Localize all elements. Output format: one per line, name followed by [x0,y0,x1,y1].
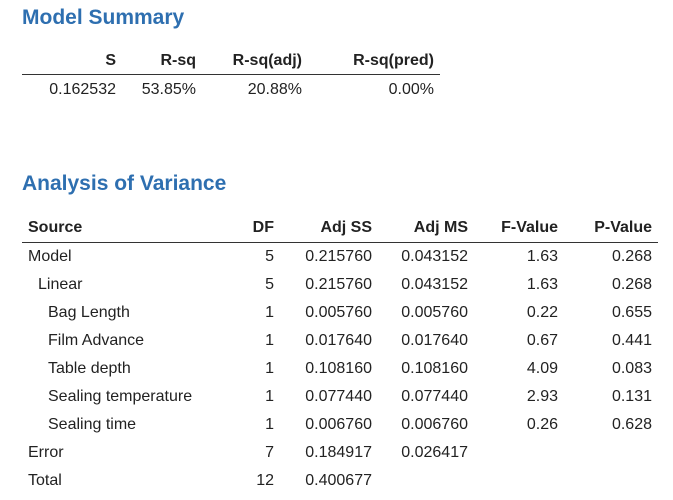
data-row: Bag Length 1 0.005760 0.005760 0.22 0.655 [22,299,658,327]
cell: 0.108160 [305,360,372,377]
cell: 20.88% [247,81,302,98]
cell: 0.005760 [401,304,468,321]
cell: 0.67 [526,332,558,349]
summary-table: S R-sq R-sq(adj) R-sq(pred) 0.162532 53.… [22,47,440,105]
source-cell: Linear [38,276,83,293]
source-cell: Error [28,444,64,461]
cell [474,439,564,467]
cell: 0.26 [526,416,558,433]
section-title: Analysis of Variance [22,172,227,195]
data-row: Sealing temperature 1 0.077440 0.077440 2.93… [22,383,658,411]
cell: 1.63 [526,276,558,293]
anova-table: Source DF Adj SS Adj MS F-Value P-Value Model 5… [22,214,658,495]
cell: 0.026417 [401,444,468,461]
cell: 0.400677 [305,472,372,489]
source-cell: Bag Length [48,304,130,321]
cell: 0.017640 [401,332,468,349]
header-row: Source DF Adj SS Adj MS F-Value P-Value [22,214,658,243]
cell: 1 [265,416,274,433]
cell: 1 [265,304,274,321]
cell: 0.077440 [401,388,468,405]
source-cell: Sealing time [48,416,137,433]
header-cell: R-sq [122,47,202,75]
cell: 0.162532 [49,81,116,98]
cell: 0.215760 [305,276,372,293]
section-title: Model Summary [22,6,185,29]
header-cell: S [22,47,122,75]
cell: 0.005760 [305,304,372,321]
data-row: Table depth 1 0.108160 0.108160 4.09 0.083 [22,355,658,383]
cell: 1 [265,360,274,377]
cell: 53.85% [141,81,196,98]
cell: 0.131 [611,388,652,405]
cell: 0.184917 [305,444,372,461]
data-row: Total 12 0.400677 [22,467,658,495]
cell [378,467,474,495]
header-cell: Adj SS [280,214,378,243]
data-row: Error 7 0.184917 0.026417 [22,439,658,467]
header-cell: P-Value [564,214,658,243]
data-row: Film Advance 1 0.017640 0.017640 0.67 0.441 [22,327,658,355]
cell: 0.017640 [305,332,372,349]
cell: 0.22 [526,304,558,321]
cell: 5 [265,276,274,293]
cell: 1 [265,388,274,405]
data-row: Linear 5 0.215760 0.043152 1.63 0.268 [22,271,658,299]
cell: 0.006760 [305,416,372,433]
source-cell: Film Advance [48,332,145,349]
header-cell: F-Value [474,214,564,243]
cell: 0.441 [611,332,652,349]
cell: 0.006760 [401,416,468,433]
data-row: 0.162532 53.85% 20.88% 0.00% [22,75,440,106]
header-cell: Source [22,214,240,243]
cell: 4.09 [526,360,558,377]
cell: 0.108160 [401,360,468,377]
header-cell: DF [240,214,280,243]
cell: 0.215760 [305,248,372,265]
cell: 0.628 [611,416,652,433]
cell: 0.00% [388,81,434,98]
cell: 7 [265,444,274,461]
cell: 12 [256,472,274,489]
cell: 2.93 [526,388,558,405]
header-cell: R-sq(adj) [202,47,308,75]
source-cell: Sealing temperature [48,388,193,405]
cell [564,439,658,467]
header-row: S R-sq R-sq(adj) R-sq(pred) [22,47,440,75]
cell: 0.043152 [401,248,468,265]
cell: 1 [265,332,274,349]
data-row: Sealing time 1 0.006760 0.006760 0.26 0.628 [22,411,658,439]
cell: 0.083 [611,360,652,377]
cell [474,467,564,495]
cell: 0.268 [611,248,652,265]
data-row: Model 5 0.215760 0.043152 1.63 0.268 [22,243,658,272]
cell: 5 [265,248,274,265]
source-cell: Model [28,248,72,265]
cell: 0.268 [611,276,652,293]
source-cell: Total [28,472,62,489]
cell [564,467,658,495]
cell: 1.63 [526,248,558,265]
header-cell: Adj MS [378,214,474,243]
cell: 0.655 [611,304,652,321]
cell: 0.077440 [305,388,372,405]
header-cell: R-sq(pred) [308,47,440,75]
cell: 0.043152 [401,276,468,293]
source-cell: Table depth [48,360,131,377]
